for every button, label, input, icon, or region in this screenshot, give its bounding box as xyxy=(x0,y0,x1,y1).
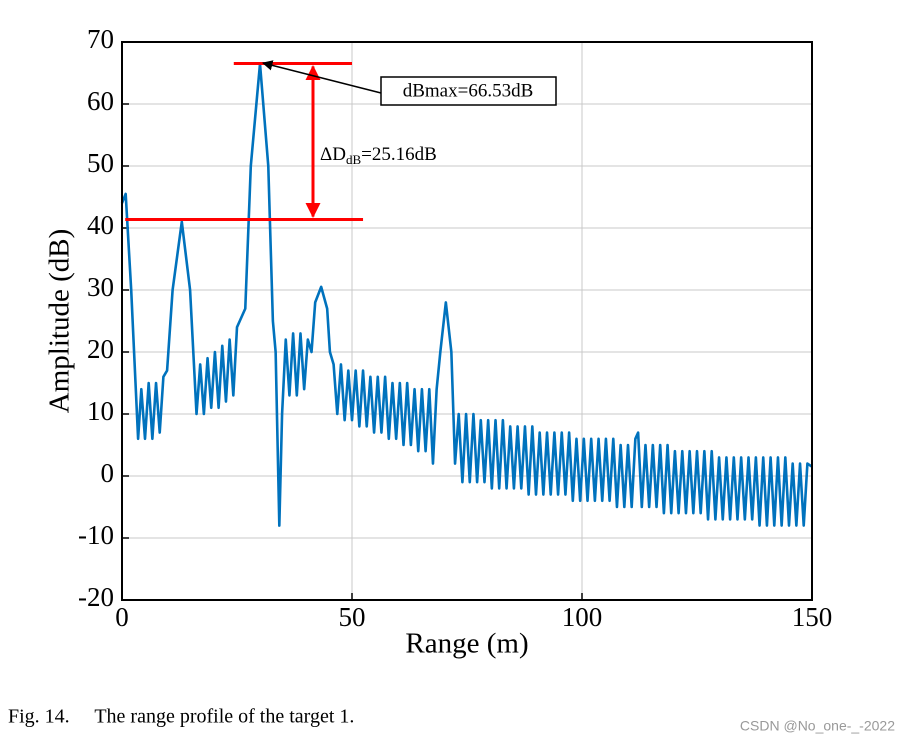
data-line xyxy=(120,62,813,527)
x-tick-label: 100 xyxy=(562,602,603,632)
x-tick-label: 150 xyxy=(792,602,833,632)
watermark: CSDN @No_one-_-2022 xyxy=(740,718,895,734)
annotation-text: dBmax=66.53dB xyxy=(403,80,534,101)
annotation-text: ΔDdB=25.16dB xyxy=(320,144,437,167)
y-axis-label: Amplitude (dB) xyxy=(44,229,76,413)
annotation-arrow xyxy=(261,60,382,94)
annotation-subscript: dB xyxy=(346,152,362,167)
plot-frame xyxy=(121,41,813,601)
annotation-text: ΔD xyxy=(320,144,346,165)
y-tick-label: 60 xyxy=(87,86,114,116)
y-tick-label: 50 xyxy=(87,148,114,178)
x-axis-label: Range (m) xyxy=(405,628,528,660)
annotation-text: =25.16dB xyxy=(361,144,437,165)
y-tick-label: 30 xyxy=(87,272,114,302)
annotation-box xyxy=(380,76,557,106)
y-tick-label: 20 xyxy=(87,334,114,364)
caption: Fig. 14. The range profile of the target… xyxy=(8,706,354,728)
x-tick-label: 0 xyxy=(115,602,129,632)
y-tick-label: 70 xyxy=(87,24,114,54)
y-tick-label: 10 xyxy=(87,396,114,426)
y-tick-label: -20 xyxy=(78,582,114,612)
y-tick-label: 40 xyxy=(87,210,114,240)
x-tick-label: 50 xyxy=(339,602,366,632)
y-tick-label: 0 xyxy=(101,458,115,488)
y-tick-label: -10 xyxy=(78,520,114,550)
